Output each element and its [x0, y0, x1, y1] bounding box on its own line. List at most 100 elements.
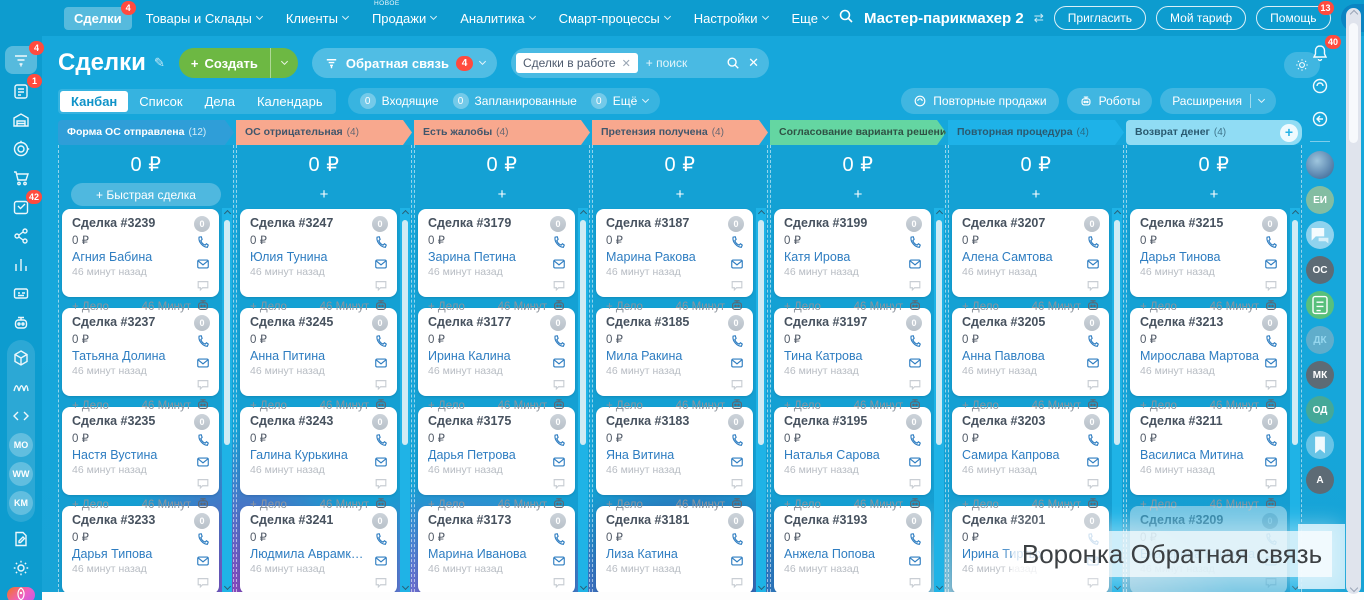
- phone-icon[interactable]: [196, 532, 210, 551]
- deal-card[interactable]: Сделка #3187 0 ₽ Марина Ракова 46 минут наз…: [596, 209, 753, 313]
- deal-contact-link[interactable]: Ирина Калина: [428, 349, 511, 363]
- deal-contact-link[interactable]: Дарья Типова: [72, 547, 153, 561]
- comment-icon[interactable]: [908, 576, 922, 592]
- deal-card[interactable]: Сделка #3207 0 ₽ Алена Самтова 46 минут наз…: [952, 209, 1109, 313]
- deal-contact-link[interactable]: Катя Ирова: [784, 250, 851, 264]
- deal-contact-link[interactable]: Марина Ракова: [606, 250, 696, 264]
- comment-icon[interactable]: [730, 279, 744, 298]
- add-activity-link[interactable]: + Дело: [784, 399, 821, 412]
- deal-card[interactable]: Сделка #3193 0 ₽ Анжела Попова 46 минут наз…: [774, 506, 931, 592]
- add-activity-link[interactable]: + Дело: [606, 498, 643, 511]
- bookmark-icon[interactable]: [1306, 431, 1334, 459]
- settings-gear-icon[interactable]: [7, 556, 35, 580]
- deal-card[interactable]: Сделка #3203 0 ₽ Самира Капрова 46 минут на…: [952, 407, 1109, 511]
- add-activity-link[interactable]: + Дело: [962, 300, 999, 313]
- funnel-selector-button[interactable]: Обратная связь 4: [311, 48, 497, 78]
- mail-icon[interactable]: [1086, 455, 1100, 474]
- contact-avatar[interactable]: [1306, 151, 1334, 179]
- phone-icon[interactable]: [196, 433, 210, 452]
- phone-icon[interactable]: [196, 235, 210, 254]
- deal-card[interactable]: Сделка #3241 0 ₽ Людмила Аврамкина 46 минут…: [240, 506, 397, 592]
- marketing-target-icon[interactable]: [7, 137, 35, 161]
- add-activity-link[interactable]: + Дело: [250, 399, 287, 412]
- invite-button[interactable]: Пригласить: [1053, 6, 1147, 30]
- rocket-promo-icon[interactable]: [7, 587, 35, 600]
- notes-icon[interactable]: [1306, 291, 1334, 319]
- mail-icon[interactable]: [196, 554, 210, 573]
- add-activity-link[interactable]: + Дело: [962, 399, 999, 412]
- create-dropdown[interactable]: [269, 48, 298, 78]
- phone-icon[interactable]: [908, 532, 922, 551]
- add-deal-button[interactable]: +: [497, 186, 507, 203]
- chat-chip-МК[interactable]: МК: [1306, 361, 1334, 389]
- add-activity-link[interactable]: + Дело: [1140, 399, 1177, 412]
- deal-card[interactable]: Сделка #3195 0 ₽ Наталья Сарова 46 минут на…: [774, 407, 931, 511]
- global-search-icon[interactable]: [838, 8, 854, 29]
- create-deal-button[interactable]: + Создать: [178, 48, 298, 78]
- phone-icon[interactable]: [196, 334, 210, 353]
- mail-icon[interactable]: [374, 257, 388, 276]
- deal-card[interactable]: Сделка #3179 0 ₽ Зарина Петина 46 минут наз…: [418, 209, 575, 313]
- mail-icon[interactable]: [908, 455, 922, 474]
- mail-icon[interactable]: [1264, 356, 1278, 375]
- add-activity-link[interactable]: + Дело: [72, 498, 109, 511]
- add-deal-button[interactable]: +: [319, 186, 329, 203]
- top-menu-item-Аналитика[interactable]: Аналитика: [450, 7, 544, 30]
- comment-icon[interactable]: [908, 279, 922, 298]
- add-activity-link[interactable]: + Дело: [250, 300, 287, 313]
- column-header[interactable]: Претензия получена (4): [592, 120, 768, 145]
- mail-icon[interactable]: [374, 356, 388, 375]
- deal-contact-link[interactable]: Анжела Попова: [784, 547, 875, 561]
- comment-icon[interactable]: [1264, 576, 1278, 592]
- deal-card[interactable]: Сделка #3197 0 ₽ Тина Катрова 46 минут наза…: [774, 308, 931, 412]
- phone-icon[interactable]: [908, 235, 922, 254]
- chat-chip-ОС[interactable]: ОС: [1306, 256, 1334, 284]
- phone-icon[interactable]: [730, 433, 744, 452]
- tab-Список[interactable]: Список: [139, 93, 183, 109]
- kiosk-icon[interactable]: [7, 282, 35, 306]
- scrollbar-thumb[interactable]: [758, 220, 764, 445]
- action-Роботы[interactable]: Роботы: [1066, 88, 1153, 114]
- phone-icon[interactable]: [552, 532, 566, 551]
- chat-bubbles-icon[interactable]: [1306, 221, 1334, 249]
- add-stage-button[interactable]: +: [1280, 123, 1298, 142]
- top-menu-item-Клиенты[interactable]: Клиенты: [276, 7, 358, 30]
- tab-Канбан[interactable]: Канбан: [60, 90, 129, 112]
- deal-contact-link[interactable]: Лиза Катина: [606, 547, 678, 561]
- deal-card[interactable]: Сделка #3243 0 ₽ Галина Курькина 46 минут н…: [240, 407, 397, 511]
- add-activity-link[interactable]: + Дело: [784, 300, 821, 313]
- phone-icon[interactable]: [730, 334, 744, 353]
- edit-title-icon[interactable]: ✎: [153, 55, 165, 70]
- deal-contact-link[interactable]: Яна Витина: [606, 448, 675, 462]
- clear-search-icon[interactable]: ✕: [748, 55, 759, 70]
- counter-Ещё[interactable]: 0 Ещё: [590, 93, 650, 109]
- deal-contact-link[interactable]: Анна Питина: [250, 349, 326, 363]
- scroll-down-icon[interactable]: [935, 582, 943, 591]
- comment-icon[interactable]: [196, 576, 210, 592]
- counter-Запланированные[interactable]: 0 Запланированные: [452, 93, 577, 109]
- deal-card[interactable]: Сделка #3173 0 ₽ Марина Иванова 46 минут на…: [418, 506, 575, 592]
- comment-icon[interactable]: [1264, 378, 1278, 397]
- warehouse-icon[interactable]: [7, 108, 35, 132]
- comment-icon[interactable]: [908, 477, 922, 496]
- add-activity-link[interactable]: + Дело: [1140, 300, 1177, 313]
- column-header[interactable]: ОС отрицательная (4): [236, 120, 412, 145]
- mail-icon[interactable]: [1264, 455, 1278, 474]
- phone-icon[interactable]: [908, 433, 922, 452]
- comment-icon[interactable]: [552, 477, 566, 496]
- chat-chip-ДК[interactable]: ДК: [1306, 326, 1334, 354]
- deal-contact-link[interactable]: Наталья Сарова: [784, 448, 880, 462]
- mail-icon[interactable]: [552, 554, 566, 573]
- tariff-button[interactable]: Мой тариф: [1156, 6, 1247, 30]
- scroll-down-icon[interactable]: [1349, 583, 1358, 593]
- column-header[interactable]: Есть жалобы (4): [414, 120, 590, 145]
- column-header[interactable]: Форма ОС отправлена (12): [58, 120, 234, 145]
- automation-waves-icon[interactable]: [7, 375, 35, 399]
- mail-icon[interactable]: [552, 455, 566, 474]
- comment-icon[interactable]: [1086, 378, 1100, 397]
- deal-contact-link[interactable]: Анна Павлова: [962, 349, 1045, 363]
- deal-contact-link[interactable]: Галина Курькина: [250, 448, 348, 462]
- add-activity-link[interactable]: + Дело: [962, 498, 999, 511]
- deal-card[interactable]: Сделка #3245 0 ₽ Анна Питина 46 минут назад…: [240, 308, 397, 412]
- scrollbar-thumb[interactable]: [936, 220, 942, 445]
